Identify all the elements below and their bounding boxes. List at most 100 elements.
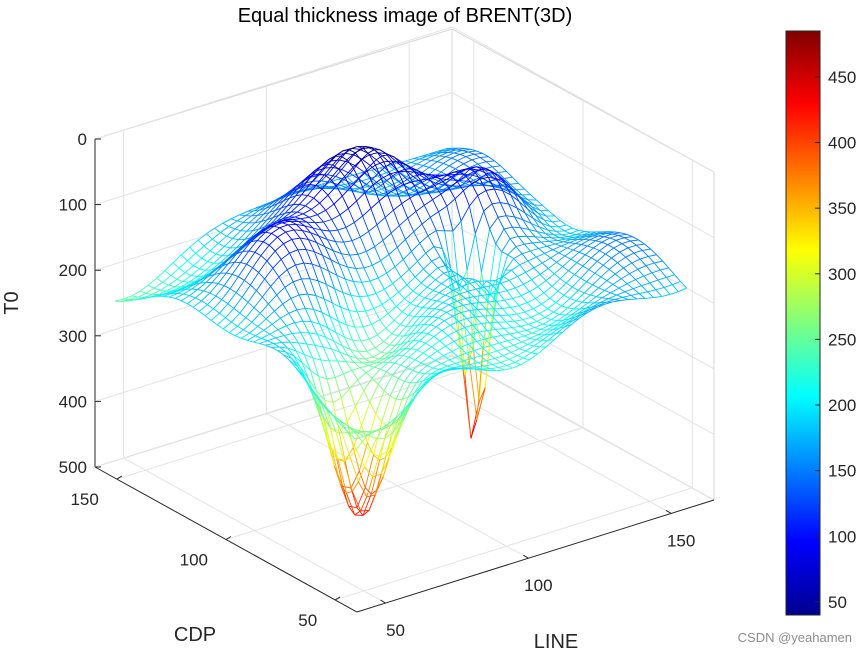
mesh-segment — [662, 260, 669, 269]
mesh-segment — [429, 317, 439, 326]
mesh-segment — [265, 344, 272, 348]
mesh-segment — [426, 279, 436, 288]
mesh-segment — [334, 288, 344, 294]
mesh-segment — [357, 431, 366, 433]
mesh-segment — [397, 326, 407, 337]
mesh-segment — [381, 298, 391, 305]
mesh-segment — [512, 364, 522, 369]
mesh-segment — [308, 216, 316, 224]
mesh-segment — [404, 298, 411, 304]
grid-line — [451, 288, 715, 435]
mesh-segment — [575, 292, 585, 302]
mesh-segment — [424, 290, 434, 299]
mesh-segment — [377, 193, 384, 196]
mesh-segment — [580, 269, 590, 279]
mesh-segment — [361, 152, 369, 160]
mesh-segment — [540, 324, 550, 330]
mesh-segment — [399, 324, 407, 327]
mesh-segment — [542, 205, 549, 212]
mesh-segment — [602, 257, 612, 266]
mesh-segment — [343, 461, 353, 492]
mesh-segment — [232, 238, 239, 241]
grid-line — [335, 487, 693, 601]
mesh-segment — [563, 286, 573, 296]
mesh-segment — [434, 185, 442, 195]
mesh-segment — [526, 327, 535, 331]
mesh-segment — [329, 168, 339, 180]
mesh-segment — [411, 242, 421, 252]
mesh-segment — [518, 201, 526, 214]
mesh-segment — [244, 230, 254, 240]
mesh-segment — [672, 281, 681, 286]
mesh-segment — [574, 274, 581, 279]
mesh-segment — [577, 281, 587, 291]
mesh-segment — [310, 232, 317, 243]
mesh-segment — [472, 278, 479, 282]
mesh-segment — [357, 466, 365, 482]
mesh-segment — [449, 273, 459, 279]
mesh-segment — [594, 272, 602, 278]
mesh-segment — [339, 159, 348, 163]
mesh-segment — [184, 265, 194, 273]
mesh-segment — [412, 290, 420, 296]
mesh-segment — [349, 432, 358, 434]
mesh-segment — [315, 221, 324, 224]
mesh-segment — [488, 176, 497, 180]
mesh-segment — [380, 344, 390, 353]
mesh-segment — [461, 286, 469, 292]
mesh-segment — [551, 237, 558, 241]
mesh-segment — [252, 267, 259, 273]
mesh-segment — [521, 291, 530, 297]
mesh-segment — [403, 181, 413, 185]
mesh-segment — [419, 158, 426, 161]
mesh-segment — [263, 212, 270, 215]
mesh-segment — [515, 189, 523, 196]
mesh-segment — [373, 304, 383, 310]
mesh-segment — [361, 158, 371, 166]
mesh-segment — [462, 333, 471, 338]
mesh-segment — [279, 346, 288, 349]
mesh-segment — [337, 360, 344, 375]
mesh-segment — [311, 202, 320, 210]
mesh-segment — [517, 236, 525, 245]
mesh-segment — [307, 185, 317, 196]
mesh-segment — [302, 213, 310, 218]
mesh-segment — [369, 277, 379, 282]
mesh-segment — [465, 352, 473, 359]
mesh-segment — [394, 266, 402, 278]
mesh-segment — [272, 207, 282, 218]
mesh-segment — [410, 162, 418, 165]
mesh-segment — [443, 184, 453, 187]
mesh-segment — [471, 355, 481, 359]
mesh-segment — [536, 320, 544, 325]
mesh-segment — [281, 220, 291, 224]
mesh-segment — [661, 293, 671, 297]
mesh-segment — [493, 188, 501, 203]
mesh-segment — [309, 278, 317, 296]
mesh-segment — [357, 254, 365, 269]
mesh-segment — [236, 215, 246, 222]
colorbar-tick-label: 50 — [828, 593, 847, 612]
mesh-segment — [590, 294, 597, 298]
mesh-segment — [388, 246, 398, 255]
mesh-segment — [195, 252, 202, 259]
mesh-segment — [626, 283, 634, 290]
mesh-segment — [407, 392, 415, 398]
mesh-segment — [291, 182, 301, 192]
mesh-segment — [429, 373, 439, 381]
mesh-segment — [463, 277, 471, 284]
mesh-segment — [547, 229, 554, 236]
mesh-segment — [137, 292, 147, 298]
mesh-segment — [220, 226, 230, 233]
mesh-segment — [589, 235, 599, 241]
mesh-segment — [531, 352, 538, 355]
mesh-segment — [459, 343, 469, 348]
mesh-segment — [568, 262, 578, 272]
mesh-segment — [437, 188, 447, 191]
mesh-segment — [323, 298, 331, 317]
mesh-segment — [431, 155, 440, 161]
mesh-segment — [261, 333, 271, 339]
mesh-segment — [436, 174, 446, 178]
mesh-segment — [306, 221, 316, 224]
mesh-segment — [465, 171, 475, 177]
